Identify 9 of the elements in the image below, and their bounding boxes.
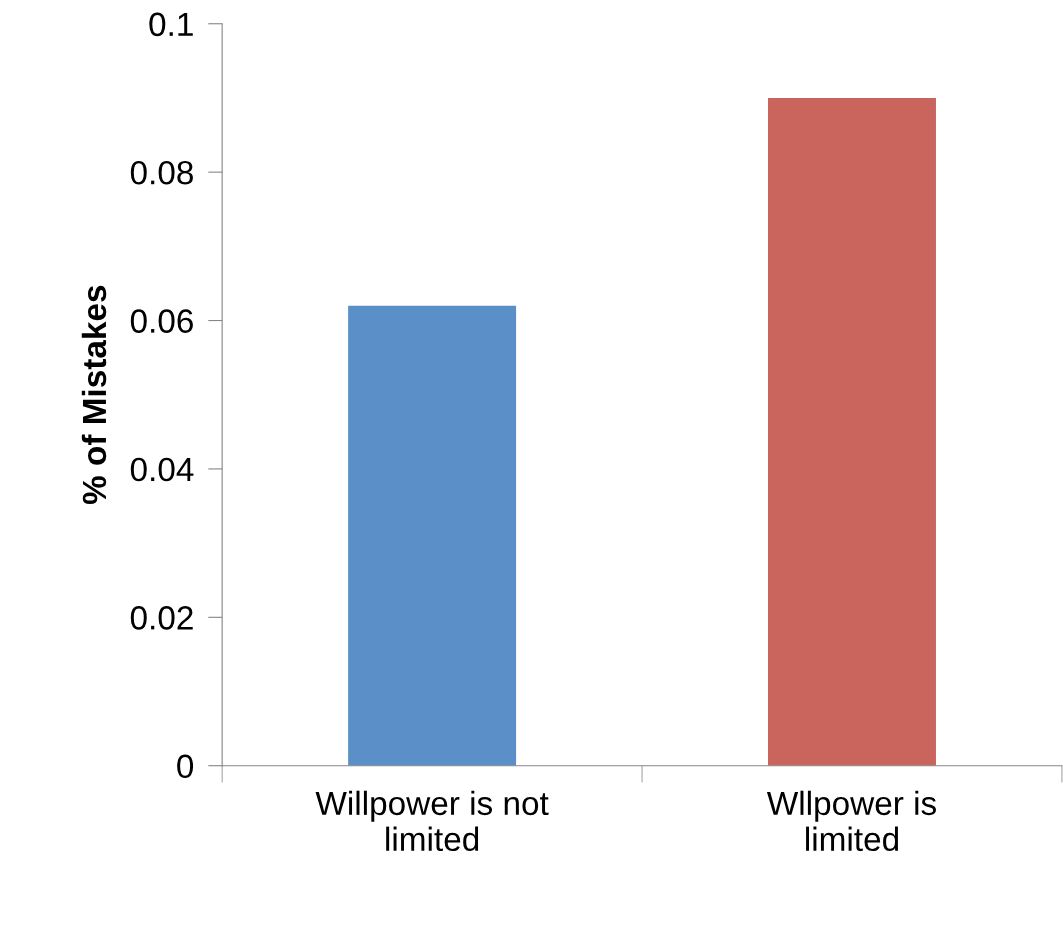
- y-tick-label: 0.04: [130, 457, 194, 482]
- y-tick-label: 0: [177, 754, 194, 779]
- x-tick-label: Willpower is not limited: [315, 790, 549, 852]
- y-tick-label: 0.02: [130, 606, 193, 630]
- y-tick-label: 0.1: [149, 12, 193, 37]
- x-tick-label: Wllpower is limited: [766, 790, 936, 852]
- y-tick-label: 0.06: [130, 309, 193, 333]
- y-tick-label: 0.08: [130, 160, 193, 185]
- y-axis-title: % of Mistakes: [81, 285, 107, 505]
